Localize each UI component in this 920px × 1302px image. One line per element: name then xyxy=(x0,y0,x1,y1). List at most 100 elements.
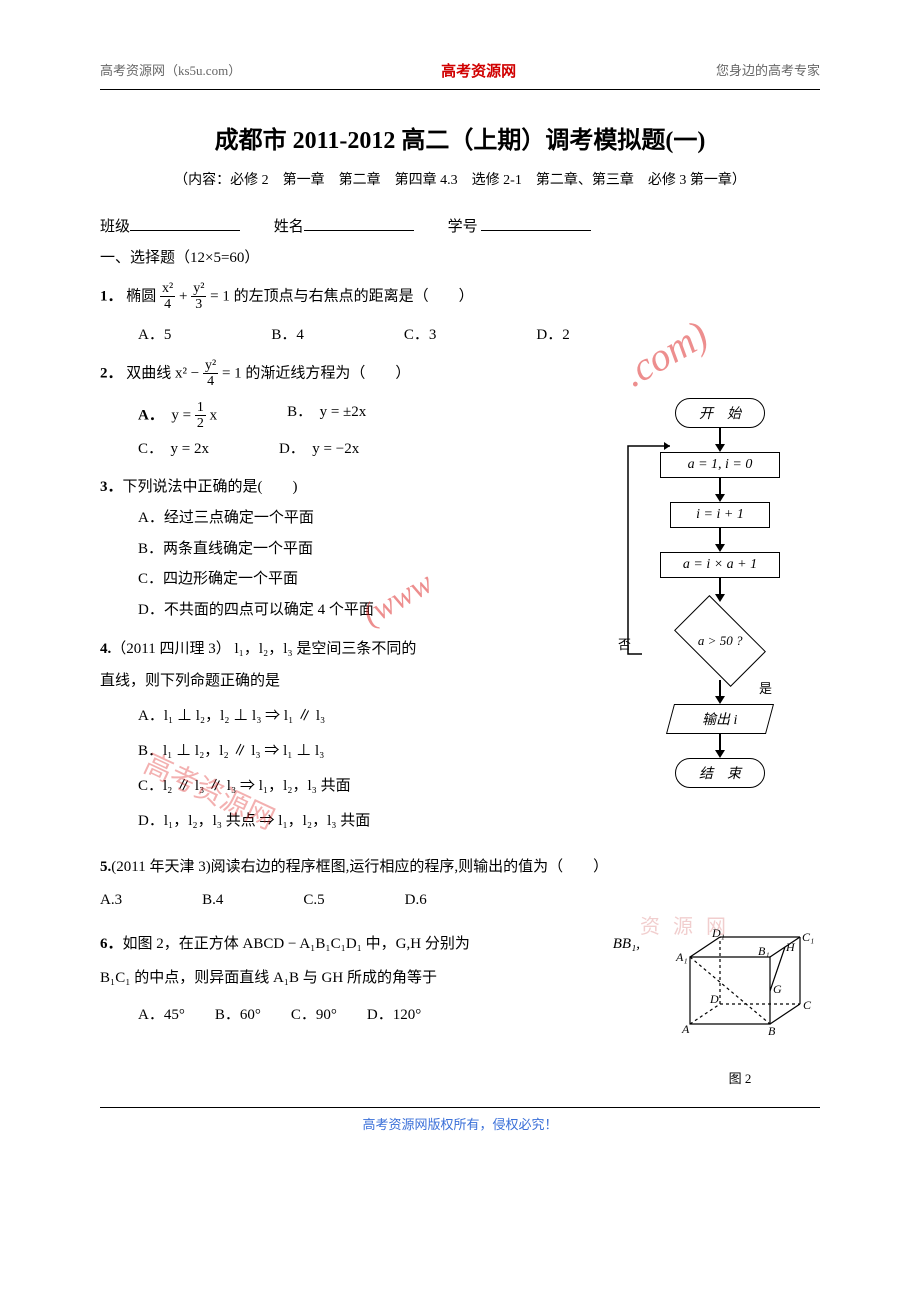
header-right: 您身边的高考专家 xyxy=(716,60,820,81)
class-label: 班级 xyxy=(100,219,130,235)
id-label: 学号 xyxy=(448,219,478,235)
cube-svg: D₁ C₁ A₁ B₁ H D C A B G xyxy=(660,929,820,1059)
q6-block: 6．如图 2，在正方体 ABCD − A₁B₁C₁D₁ 中，G,H 分别为 BB… xyxy=(100,929,820,1087)
q2-optB: B． y = ±2x xyxy=(287,400,366,432)
cube-C1: C₁ xyxy=(802,930,814,944)
section-1-label: 一、选择题（12×5=60） xyxy=(100,246,820,267)
q3-D: D．不共面的四点可以确定 4 个平面 xyxy=(138,596,600,625)
q6-optC: C．90° xyxy=(291,1003,337,1024)
q1-frac2: y²3 xyxy=(191,281,206,313)
q1-optC: C．3 xyxy=(404,323,437,344)
q2-text-before: 双曲线 xyxy=(126,365,175,381)
q6-optA: A．45° xyxy=(138,1003,185,1024)
fc-n3: a = i × a + 1 xyxy=(660,552,780,578)
q5-optD: D.6 xyxy=(405,892,427,909)
q4-A: A．l₁ ⊥ l₂，l₂ ⊥ l₃ ⇒ l₁ ∥ l₃ xyxy=(138,704,600,725)
q5-options: A.3 B.4 C.5 D.6 xyxy=(100,892,820,909)
cube-B: B xyxy=(768,1024,776,1038)
q1-optA: A．5 xyxy=(138,323,171,344)
q6-num: 6． xyxy=(100,936,123,952)
cube-G: G xyxy=(773,982,782,996)
q1-optD: D．2 xyxy=(536,323,569,344)
q2-flow-block: 2． 双曲线 x² − y²4 = 1 的渐近线方程为（ ） A． y = 12… xyxy=(100,358,820,845)
name-blank xyxy=(304,217,414,231)
q2-optA: A． y = 12 x xyxy=(138,400,217,432)
q1-frac1: x²4 xyxy=(160,281,175,313)
q2-hyp-l: x² − xyxy=(175,365,203,381)
class-blank xyxy=(130,217,240,231)
q5-text: (2011 年天津 3)阅读右边的程序框图,运行相应的程序,则输出的值为（ ） xyxy=(111,859,608,875)
q1-num: 1． xyxy=(100,288,123,304)
q3-C: C．四边形确定一个平面 xyxy=(138,565,600,594)
q2-frac: y²4 xyxy=(203,358,218,390)
header-center: 高考资源网 xyxy=(441,60,516,81)
fc-cond: a > 50 ? xyxy=(674,595,766,687)
question-5: 5.(2011 年天津 3)阅读右边的程序框图,运行相应的程序,则输出的值为（ … xyxy=(100,852,820,882)
q2-optD: D． y = −2x xyxy=(279,437,359,458)
cube-A: A xyxy=(681,1022,690,1036)
question-6-line1: 6．如图 2，在正方体 ABCD − A₁B₁C₁D₁ 中，G,H 分别为 xyxy=(100,929,470,959)
q1-optB: B．4 xyxy=(271,323,304,344)
cube-D1: D₁ xyxy=(711,929,725,940)
exam-subtitle: （内容：必修 2 第一章 第二章 第四章 4.3 选修 2-1 第二章、第三章 … xyxy=(100,169,820,189)
q2-options-row1: A． y = 12 x B． y = ±2x xyxy=(138,400,600,432)
cube-A1: A₁ xyxy=(675,950,688,964)
cube-figure: D₁ C₁ A₁ B₁ H D C A B G 图 2 xyxy=(660,929,820,1087)
fc-no-label: 否 xyxy=(618,634,631,653)
q3-options: A．经过三点确定一个平面 B．两条直线确定一个平面 C．四边形确定一个平面 D．… xyxy=(138,504,600,624)
q5-optB: B.4 xyxy=(202,892,223,909)
question-6-line2: B₁C₁ 的中点，则异面直线 A₁B 与 GH 所成的角等于 xyxy=(100,963,640,993)
page: .com) (www 高考资源网 资 源 网 高考资源网（ks5u.com） 高… xyxy=(0,0,920,1173)
q2-hyp-r: = 1 xyxy=(218,365,241,381)
exam-title: 成都市 2011-2012 高二（上期）调考模拟题(一) xyxy=(100,120,820,155)
q6-optD: D．120° xyxy=(367,1003,421,1024)
footer: 高考资源网版权所有，侵权必究！ xyxy=(100,1107,820,1133)
fc-n2: i = i + 1 xyxy=(670,502,770,528)
question-4-line1: 4.（2011 四川理 3） l₁，l₂，l₃ 是空间三条不同的 xyxy=(100,634,600,664)
q6-optB: B．60° xyxy=(215,1003,261,1024)
question-4-line2: 直线，则下列命题正确的是 xyxy=(100,666,600,696)
q4-D: D．l₁，l₂，l₃ 共点 ⇒ l₁，l₂，l₃ 共面 xyxy=(138,809,600,830)
q5-optA: A.3 xyxy=(100,892,122,909)
q2-text-after: 的渐近线方程为（ ） xyxy=(245,365,410,381)
q6-options: A．45° B．60° C．90° D．120° xyxy=(138,1003,640,1024)
fc-yes-label: 是 xyxy=(759,678,772,697)
q3-B: B．两条直线确定一个平面 xyxy=(138,535,600,564)
q2-optC: C． y = 2x xyxy=(138,437,209,458)
flowchart-figure: 开 始 a = 1, i = 0 i = i + 1 a = i × a + 1… xyxy=(620,358,820,788)
cube-D: D xyxy=(709,992,719,1006)
name-label: 姓名 xyxy=(274,219,304,235)
fc-start: 开 始 xyxy=(675,398,765,428)
cube-C: C xyxy=(803,998,812,1012)
header-left: 高考资源网（ks5u.com） xyxy=(100,60,241,81)
cube-H: H xyxy=(785,940,796,954)
q5-optC: C.5 xyxy=(303,892,324,909)
header: 高考资源网（ks5u.com） 高考资源网 您身边的高考专家 xyxy=(100,60,820,81)
q1-text-before: 椭圆 xyxy=(126,288,160,304)
q3-num: 3． xyxy=(100,479,123,495)
q6-text1: 如图 2，在正方体 ABCD − A₁B₁C₁D₁ 中，G,H 分别为 xyxy=(123,936,470,952)
fc-end: 结 束 xyxy=(675,758,765,788)
q1-options: A．5 B．4 C．3 D．2 xyxy=(138,323,820,344)
id-blank xyxy=(481,217,591,231)
q6-text1-right: BB₁, xyxy=(613,929,640,959)
q3-text: 下列说法中正确的是( ) xyxy=(123,479,298,495)
q4-C: C．l₂ ∥ l₃ ∥ l₃ ⇒ l₁，l₂，l₃ 共面 xyxy=(138,774,600,795)
q1-text-after: 的左顶点与右焦点的距离是（ ） xyxy=(230,288,474,304)
cube-B1: B₁ xyxy=(758,944,770,958)
question-3: 3．下列说法中正确的是( ) xyxy=(100,472,600,502)
q4-num: 4. xyxy=(100,641,111,657)
fc-n1: a = 1, i = 0 xyxy=(660,452,780,478)
question-1: 1． 椭圆 x²4 + y²3 = 1 的左顶点与右焦点的距离是（ ） xyxy=(100,281,820,313)
header-rule xyxy=(100,89,820,90)
fc-out: 输出 i xyxy=(666,704,774,734)
q4-B: B．l₁ ⊥ l₂，l₂ ∥ l₃ ⇒ l₁ ⊥ l₃ xyxy=(138,739,600,760)
question-2: 2． 双曲线 x² − y²4 = 1 的渐近线方程为（ ） xyxy=(100,358,600,390)
student-info-row: 班级 姓名 学号 xyxy=(100,215,820,236)
cube-caption: 图 2 xyxy=(660,1068,820,1087)
q4-options: A．l₁ ⊥ l₂，l₂ ⊥ l₃ ⇒ l₁ ∥ l₃ B．l₁ ⊥ l₂，l₂… xyxy=(138,704,600,830)
q3-A: A．经过三点确定一个平面 xyxy=(138,504,600,533)
q5-num: 5. xyxy=(100,859,111,875)
q2-num: 2． xyxy=(100,365,123,381)
q4-text1: （2011 四川理 3） l₁，l₂，l₃ 是空间三条不同的 xyxy=(111,641,416,657)
